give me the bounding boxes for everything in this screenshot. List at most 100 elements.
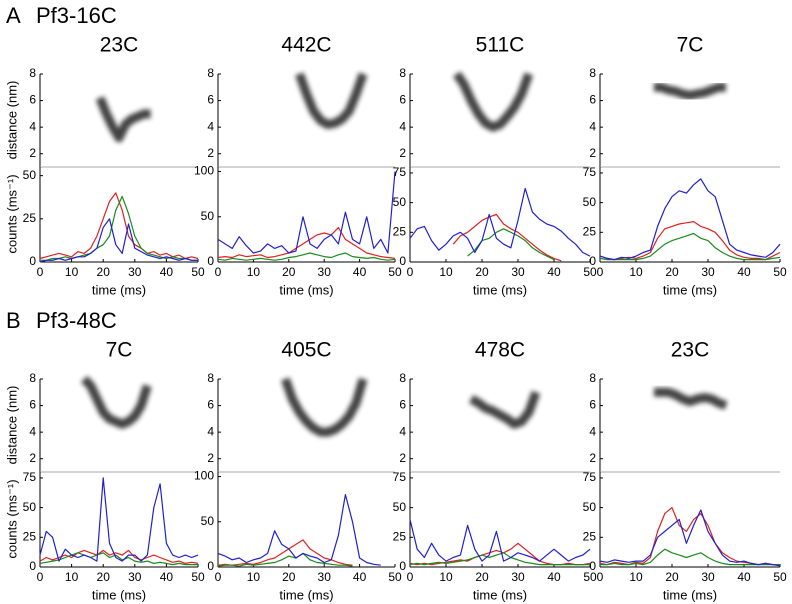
x-tick-label: 30: [511, 570, 525, 584]
y-tick-label: 2: [399, 451, 406, 465]
y-tick-label: 100: [194, 469, 214, 483]
y-tick-label: 25: [393, 224, 407, 238]
x-tick-label: 0: [407, 570, 414, 584]
y-tick-label: 4: [207, 119, 214, 133]
y-tick-label: 0: [589, 559, 596, 573]
y-tick-label: 0: [207, 559, 214, 573]
x-tick-label: 20: [665, 570, 679, 584]
x-tick-label: 30: [318, 570, 332, 584]
x-tick-label: 40: [547, 265, 561, 279]
y-tick-label: 6: [399, 398, 406, 412]
x-tick-label: 10: [629, 265, 643, 279]
x-tick-label: 0: [215, 265, 222, 279]
x-tick-label: 50: [773, 570, 787, 584]
x-tick-label: 0: [215, 570, 222, 584]
y-tick-label: 4: [207, 424, 214, 438]
density-trace: [453, 71, 534, 132]
y-tick-label: 75: [583, 470, 597, 484]
y-axis-label: distance (nm): [4, 386, 19, 465]
x-tick-label: 40: [353, 570, 367, 584]
panel-title: 23C: [100, 34, 139, 57]
y-tick-label: 4: [589, 119, 596, 133]
count-line: [217, 227, 396, 259]
panel-title: 7C: [677, 34, 704, 57]
y-tick-label: 4: [399, 119, 406, 133]
y-tick-label: 75: [393, 165, 407, 179]
y-tick-label: 25: [23, 529, 37, 543]
x-tick-label: 20: [97, 570, 111, 584]
x-tick-label: 50: [583, 265, 597, 279]
x-tick-label: 40: [737, 265, 751, 279]
x-tick-label: 30: [128, 570, 142, 584]
panel-title: 442C: [281, 34, 331, 57]
count-line: [40, 195, 198, 261]
y-tick-label: 8: [399, 66, 406, 80]
x-tick-label: 50: [388, 570, 402, 584]
y-tick-label: 25: [583, 529, 597, 543]
y-tick-label: 2: [589, 451, 596, 465]
x-tick-label: 20: [282, 570, 296, 584]
x-axis-label: time (ms): [279, 587, 333, 602]
y-tick-label: 6: [589, 93, 596, 107]
x-tick-label: 0: [597, 570, 604, 584]
y-tick-label: 0: [29, 254, 36, 268]
count-line: [599, 232, 781, 261]
x-tick-label: 20: [665, 265, 679, 279]
x-tick-label: 30: [318, 265, 332, 279]
x-tick-label: 40: [160, 570, 174, 584]
y-tick-label: 2: [207, 451, 214, 465]
count-line: [600, 548, 780, 566]
density-trace: [469, 390, 541, 429]
y-tick-label: 75: [23, 470, 37, 484]
x-tick-label: 10: [439, 570, 453, 584]
y-tick-label: 6: [207, 93, 214, 107]
section-label: Pf3-48C: [36, 308, 117, 333]
y-tick-label: 50: [201, 209, 215, 223]
x-tick-label: 50: [773, 265, 787, 279]
y-tick-label: 6: [399, 93, 406, 107]
y-tick-label: 50: [23, 168, 37, 182]
count-line: [39, 218, 198, 263]
y-tick-label: 0: [399, 559, 406, 573]
count-line: [217, 494, 381, 566]
panel-title: 23C: [671, 339, 710, 362]
y-tick-label: 25: [23, 211, 37, 225]
count-line: [39, 192, 199, 260]
x-axis-label: time (ms): [473, 282, 527, 297]
x-tick-label: 40: [547, 570, 561, 584]
count-line: [217, 171, 396, 254]
y-tick-label: 4: [29, 424, 36, 438]
y-tick-label: 8: [589, 66, 596, 80]
panel-title: 511C: [476, 34, 525, 57]
density-trace: [281, 377, 368, 437]
y-tick-label: 4: [399, 424, 406, 438]
x-tick-label: 40: [737, 570, 751, 584]
y-tick-label: 8: [29, 66, 36, 80]
section-label: Pf3-16C: [36, 3, 117, 28]
x-tick-label: 10: [65, 570, 79, 584]
x-tick-label: 0: [407, 265, 414, 279]
y-tick-label: 25: [583, 224, 597, 238]
y-tick-label: 2: [399, 146, 406, 160]
x-tick-label: 20: [475, 570, 489, 584]
x-tick-label: 20: [97, 265, 111, 279]
count-line: [452, 213, 562, 262]
x-tick-label: 50: [583, 570, 597, 584]
y-axis-label: counts (ms⁻¹): [4, 479, 19, 558]
y-tick-label: 50: [583, 500, 597, 514]
x-tick-label: 10: [247, 265, 261, 279]
y-tick-label: 2: [207, 146, 214, 160]
x-tick-label: 0: [597, 265, 604, 279]
count-line: [39, 477, 199, 562]
x-tick-label: 10: [247, 570, 261, 584]
y-tick-label: 50: [393, 195, 407, 209]
y-tick-label: 8: [589, 371, 596, 385]
x-tick-label: 0: [37, 265, 44, 279]
x-tick-label: 20: [282, 265, 296, 279]
count-line: [409, 552, 590, 566]
section-letter: A: [6, 3, 21, 28]
y-tick-label: 25: [393, 529, 407, 543]
y-tick-label: 4: [589, 424, 596, 438]
y-tick-label: 6: [589, 398, 596, 412]
y-tick-label: 100: [194, 164, 214, 178]
